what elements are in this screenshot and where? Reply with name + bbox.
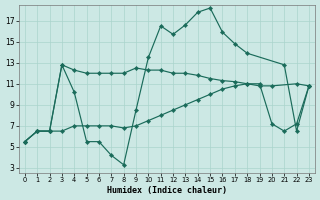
X-axis label: Humidex (Indice chaleur): Humidex (Indice chaleur) (107, 186, 227, 195)
